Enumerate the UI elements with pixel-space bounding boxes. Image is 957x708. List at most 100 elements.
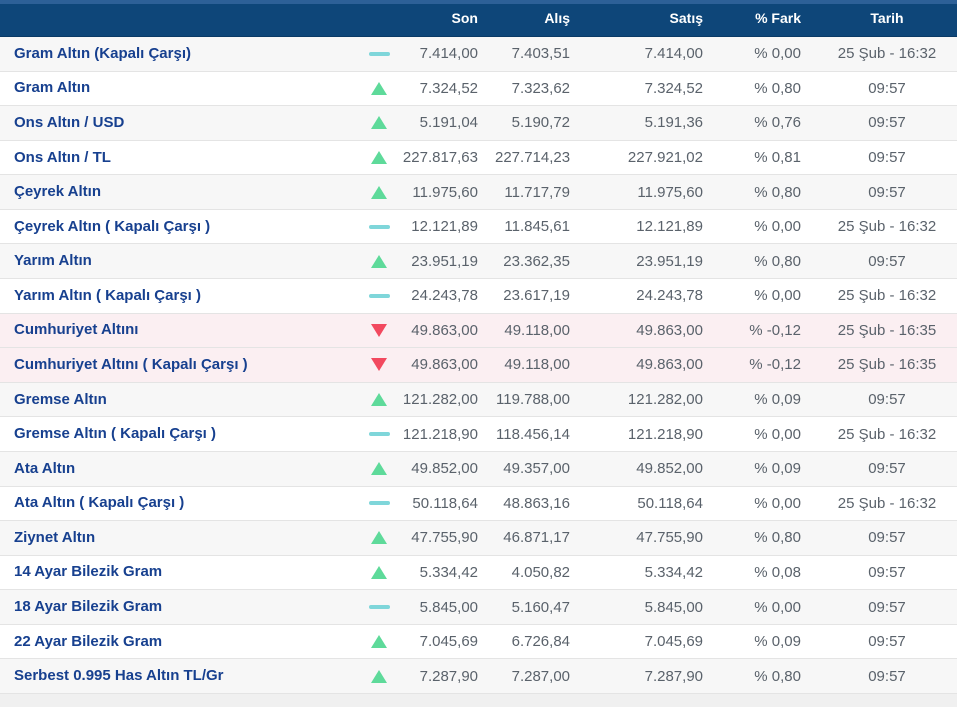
instrument-name[interactable]: Gremse Altın ( Kapalı Çarşı ) <box>14 425 217 443</box>
fark-value: % 0,08 <box>754 563 801 581</box>
alis-value: 49.357,00 <box>503 460 570 478</box>
trend-up-icon <box>371 151 387 165</box>
satis-value: 50.118,64 <box>637 494 703 512</box>
table-header: Son Alış Satış % Fark Tarih <box>0 0 957 37</box>
tarih-value: 09:57 <box>868 114 906 132</box>
table-row[interactable]: Yarım Altın 23.951,19 23.362,35 23.951,19 % … <box>0 244 957 280</box>
fark-value: % 0,80 <box>754 667 801 685</box>
fark-value: % 0,80 <box>754 252 801 270</box>
tarih-value: 09:57 <box>868 460 906 478</box>
table-row[interactable]: Ons Altın / TL 227.817,63 227.714,23 227.92… <box>0 140 957 176</box>
instrument-name[interactable]: Yarım Altın <box>14 252 92 270</box>
table-row[interactable]: Çeyrek Altın ( Kapalı Çarşı ) 12.121,89 11… <box>0 209 957 245</box>
son-value: 5.334,42 <box>419 563 478 581</box>
table-row[interactable]: Gram Altın 7.324,52 7.323,62 7.324,52 % 0,80… <box>0 71 957 107</box>
table-row[interactable]: 18 Ayar Bilezik Gram 5.845,00 5.160,47 5.84… <box>0 590 957 625</box>
table-row[interactable]: 14 Ayar Bilezik Gram 5.334,42 4.050,82 5.33… <box>0 555 957 591</box>
son-value: 5.845,00 <box>419 598 478 616</box>
table-row[interactable]: 22 Ayar Bilezik Gram 7.045,69 6.726,84 7.04… <box>0 624 957 660</box>
alis-value: 4.050,82 <box>511 563 570 581</box>
instrument-name[interactable]: Ziynet Altın <box>14 528 96 546</box>
tarih-value: 25 Şub - 16:32 <box>837 45 937 63</box>
satis-value: 7.414,00 <box>644 45 703 63</box>
son-value: 121.282,00 <box>402 391 478 409</box>
table-row[interactable]: Ziynet Altın 47.755,90 46.871,17 47.755,90%… <box>0 521 957 556</box>
table-row[interactable]: Yarım Altın ( Kapalı Çarşı ) 24.243,78 23.… <box>0 279 957 314</box>
instrument-name[interactable]: Ata Altın ( Kapalı Çarşı ) <box>14 494 185 512</box>
table-row[interactable]: Gram Altın (Kapalı Çarşı) 7.414,00 7.403,5… <box>0 37 957 72</box>
instrument-name[interactable]: Cumhuriyet Altını ( Kapalı Çarşı ) <box>14 355 248 373</box>
instrument-name[interactable]: Gram Altın <box>14 79 91 97</box>
instrument-name[interactable]: Yarım Altın ( Kapalı Çarşı ) <box>14 286 201 304</box>
tarih-value: 09:57 <box>868 598 906 616</box>
table-row[interactable]: Ata Altın 49.852,00 49.357,00 49.852,00 % 0,… <box>0 451 957 487</box>
fark-value: % -0,12 <box>749 321 801 339</box>
fark-value: % 0,76 <box>754 114 801 132</box>
trend-up-icon <box>371 462 387 476</box>
satis-value: 7.324,52 <box>644 79 703 97</box>
tarih-value: 09:57 <box>868 667 906 685</box>
fark-value: % 0,80 <box>754 183 801 201</box>
satis-value: 12.121,89 <box>636 218 703 236</box>
satis-value: 24.243,78 <box>636 287 703 305</box>
table-row[interactable]: Gremse Altın 121.282,00 119.788,00 121.282,… <box>0 382 957 418</box>
alis-value: 48.863,16 <box>503 494 570 512</box>
satis-value: 5.845,00 <box>644 598 703 616</box>
son-value: 7.045,69 <box>419 633 478 651</box>
alis-value: 118.456,14 <box>496 425 570 443</box>
satis-value: 121.282,00 <box>627 391 703 409</box>
fark-value: % 0,80 <box>754 79 801 97</box>
fark-value: % 0,00 <box>754 494 801 512</box>
trend-up-icon <box>371 635 387 649</box>
instrument-name[interactable]: 22 Ayar Bilezik Gram <box>14 632 163 650</box>
fark-value: % 0,00 <box>754 287 801 305</box>
trend-up-icon <box>371 116 387 130</box>
table-row[interactable]: Ata Altın ( Kapalı Çarşı ) 50.118,64 48.86… <box>0 486 957 522</box>
satis-value: 7.287,90 <box>644 667 703 685</box>
header-satis: Satış <box>669 10 703 26</box>
alis-value: 7.403,51 <box>511 45 570 63</box>
satis-value: 47.755,90 <box>636 529 703 547</box>
table-row[interactable]: Cumhuriyet Altını ( Kapalı Çarşı ) 49.863… <box>0 348 957 383</box>
table-row[interactable]: Cumhuriyet Altını 49.863,00 49.118,00 49.86… <box>0 313 957 349</box>
alis-value: 23.362,35 <box>503 252 570 270</box>
tarih-value: 25 Şub - 16:32 <box>837 218 937 236</box>
son-value: 7.287,90 <box>419 667 478 685</box>
instrument-name[interactable]: Gremse Altın <box>14 390 107 408</box>
satis-value: 49.863,00 <box>636 356 703 374</box>
fark-value: % 0,81 <box>754 149 801 167</box>
instrument-name[interactable]: 14 Ayar Bilezik Gram <box>14 563 163 581</box>
instrument-name[interactable]: Ons Altın / USD <box>14 113 125 131</box>
son-value: 24.243,78 <box>411 287 478 305</box>
table-row[interactable]: Ons Altın / USD 5.191,04 5.190,72 5.191,36%… <box>0 106 957 141</box>
fark-value: % 0,09 <box>754 633 801 651</box>
table-row[interactable]: Çeyrek Altın 11.975,60 11.717,79 11.975,60%… <box>0 175 957 210</box>
fark-value: % 0,09 <box>754 460 801 478</box>
instrument-name[interactable]: Çeyrek Altın <box>14 183 101 201</box>
tarih-value: 09:57 <box>868 563 906 581</box>
satis-value: 5.191,36 <box>644 114 703 132</box>
alis-value: 49.118,00 <box>504 321 570 339</box>
footer-strip <box>0 693 957 707</box>
alis-value: 5.160,47 <box>511 598 570 616</box>
fark-value: % 0,00 <box>754 425 801 443</box>
son-value: 7.324,52 <box>419 79 478 97</box>
son-value: 49.863,00 <box>411 321 478 339</box>
instrument-name[interactable]: Çeyrek Altın ( Kapalı Çarşı ) <box>14 217 211 235</box>
instrument-name[interactable]: Ons Altın / TL <box>14 148 111 166</box>
trend-up-icon <box>371 669 387 683</box>
tarih-value: 09:57 <box>868 183 906 201</box>
header-tarih: Tarih <box>870 10 904 26</box>
instrument-name[interactable]: Serbest 0.995 Has Altın TL/Gr <box>14 667 224 685</box>
instrument-name[interactable]: Gram Altın (Kapalı Çarşı) <box>14 44 191 62</box>
instrument-name[interactable]: Cumhuriyet Altını <box>14 321 139 339</box>
fark-value: % 0,00 <box>754 598 801 616</box>
satis-value: 7.045,69 <box>644 633 703 651</box>
table-row[interactable]: Gremse Altın ( Kapalı Çarşı ) 121.218,90 1… <box>0 417 957 452</box>
header-son: Son <box>451 10 478 26</box>
instrument-name[interactable]: Ata Altın <box>14 459 76 477</box>
trend-up-icon <box>371 185 387 199</box>
son-value: 49.852,00 <box>411 460 478 478</box>
table-row[interactable]: Serbest 0.995 Has Altın TL/Gr 7.287,90 7.2… <box>0 659 957 694</box>
instrument-name[interactable]: 18 Ayar Bilezik Gram <box>14 598 163 616</box>
